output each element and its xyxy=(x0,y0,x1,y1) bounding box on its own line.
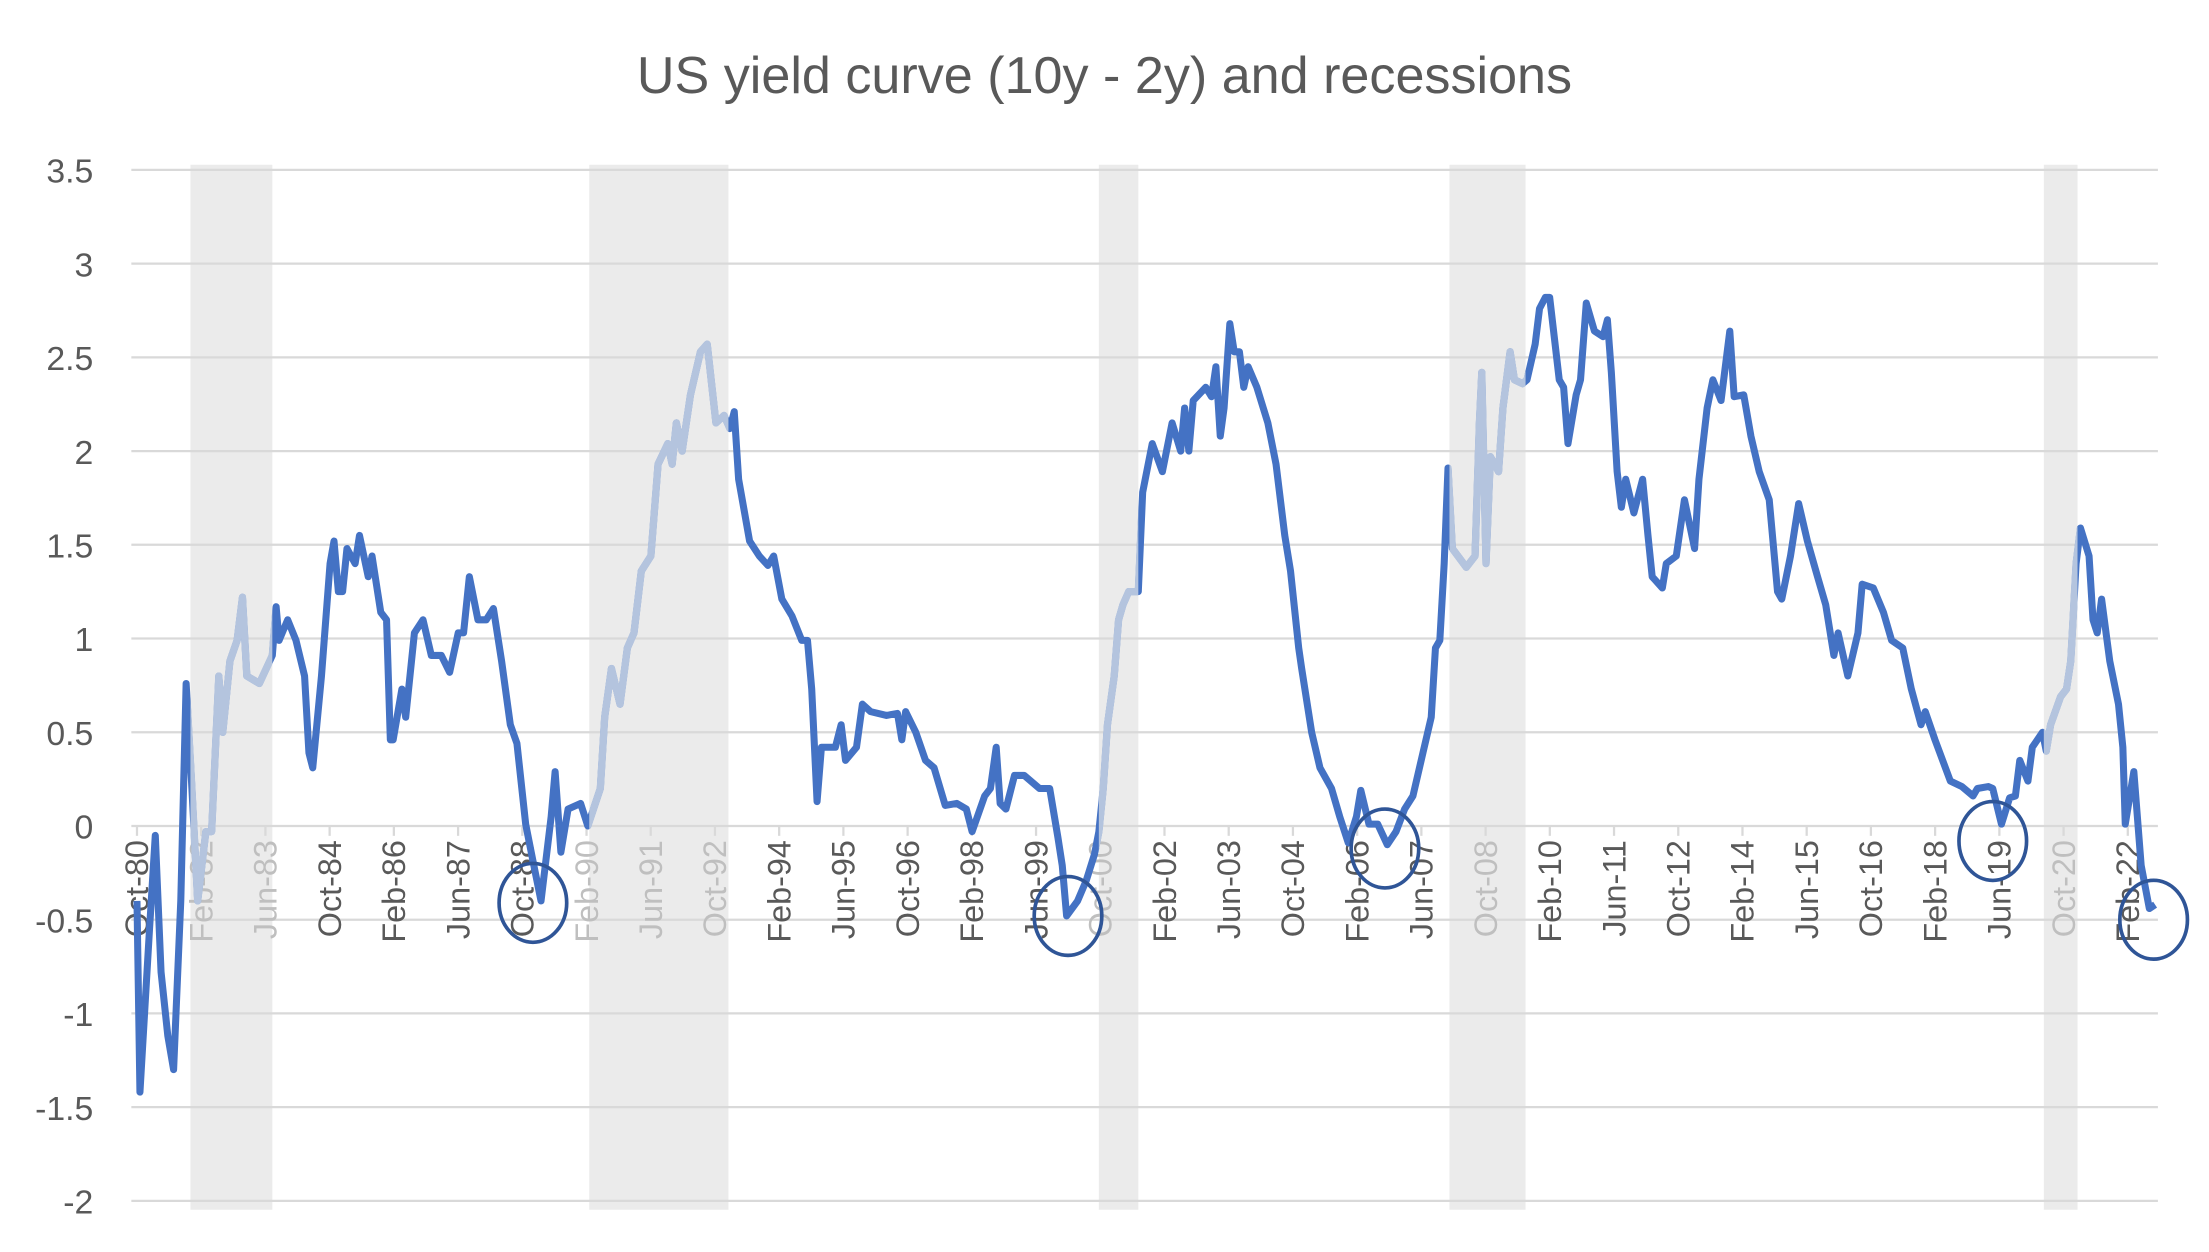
y-tick-label: 0.5 xyxy=(46,715,93,753)
recession-bands xyxy=(190,164,2078,1210)
inversion-highlight-circle xyxy=(1349,807,1421,890)
y-tick-label: 2.5 xyxy=(46,340,93,378)
inversion-highlight-circle xyxy=(1032,874,1104,958)
recession-band xyxy=(2043,164,2078,1210)
x-tick-label: Jun-83 xyxy=(248,840,284,939)
y-tick-label: 1 xyxy=(75,621,94,659)
series-line xyxy=(133,293,2158,1096)
x-tick-label: Oct-92 xyxy=(697,840,733,937)
x-tick-label: Feb-86 xyxy=(376,840,412,943)
x-tick-label: Jun-11 xyxy=(1596,840,1632,937)
recession-band xyxy=(1449,164,1526,1210)
x-tick-label: Oct-84 xyxy=(312,840,348,937)
x-tick-label: Jun-87 xyxy=(440,840,476,939)
y-tick-label: -0.5 xyxy=(35,902,93,940)
recession-band xyxy=(190,164,273,1210)
x-tick-label: Oct-96 xyxy=(890,840,926,937)
x-tick-label: Jun-07 xyxy=(1404,840,1440,939)
x-tick-label: Jun-15 xyxy=(1789,840,1825,939)
series-line-recession-segment xyxy=(190,293,2078,1096)
x-tick-label: Oct-04 xyxy=(1275,840,1311,937)
y-tick-label: 1.5 xyxy=(46,527,93,565)
x-axis-labels: Oct-80 Feb-82 Jun-83 Oct-84 Feb-86 Jun-87 Oct-… xyxy=(119,840,2146,943)
recession-band xyxy=(1098,164,1139,1210)
y-tick-label: -1 xyxy=(63,996,93,1034)
gridlines xyxy=(131,168,2158,1203)
y-tick-label: -2 xyxy=(63,1184,93,1222)
x-tick-label: Feb-98 xyxy=(954,840,990,943)
series-lines xyxy=(133,293,2158,1096)
x-tick-label: Feb-10 xyxy=(1532,840,1568,943)
inversion-highlight-circle xyxy=(1957,799,2029,883)
x-tick-label: Oct-20 xyxy=(2046,840,2082,937)
inversion-highlight-circle xyxy=(497,861,569,945)
x-tick-label: Feb-14 xyxy=(1725,840,1761,943)
x-tick-label: Feb-18 xyxy=(1917,840,1953,943)
x-tick-label: Jun-19 xyxy=(1982,840,2018,939)
x-tick-label: Feb-94 xyxy=(761,840,797,943)
x-tick-label: Jun-95 xyxy=(826,840,862,939)
x-tick-label: Jun-03 xyxy=(1211,840,1247,939)
x-tick-label: Jun-91 xyxy=(633,840,669,939)
y-tick-label: 3 xyxy=(75,246,94,284)
x-tick-label: Oct-12 xyxy=(1661,840,1697,937)
x-tick-label: Feb-02 xyxy=(1147,840,1183,943)
x-tick-label: Oct-08 xyxy=(1468,840,1504,937)
x-tick-label: Oct-16 xyxy=(1853,840,1889,937)
y-axis-labels: 3.5 3 2.5 2 1.5 1 0.5 0 -0.5 -1 -1.5 -2 xyxy=(35,153,93,1222)
inversion-highlight-circle xyxy=(2118,878,2190,961)
y-tick-label: 0 xyxy=(75,809,94,847)
y-tick-label: 3.5 xyxy=(46,153,93,191)
chart-title: US yield curve (10y - 2y) and recessions xyxy=(637,47,1572,105)
y-tick-label: -1.5 xyxy=(35,1090,93,1128)
x-tick-label: Feb-90 xyxy=(569,840,605,943)
y-tick-label: 2 xyxy=(75,434,94,472)
highlight-circles xyxy=(497,799,2190,961)
x-tick-label: Feb-06 xyxy=(1339,840,1375,943)
